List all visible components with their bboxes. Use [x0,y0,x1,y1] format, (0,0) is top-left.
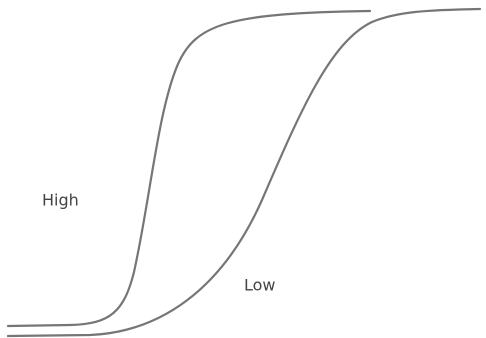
low-label: Low [244,276,276,295]
high-curve [6,9,372,328]
high-label: High [42,191,79,210]
low-curve [6,7,482,338]
